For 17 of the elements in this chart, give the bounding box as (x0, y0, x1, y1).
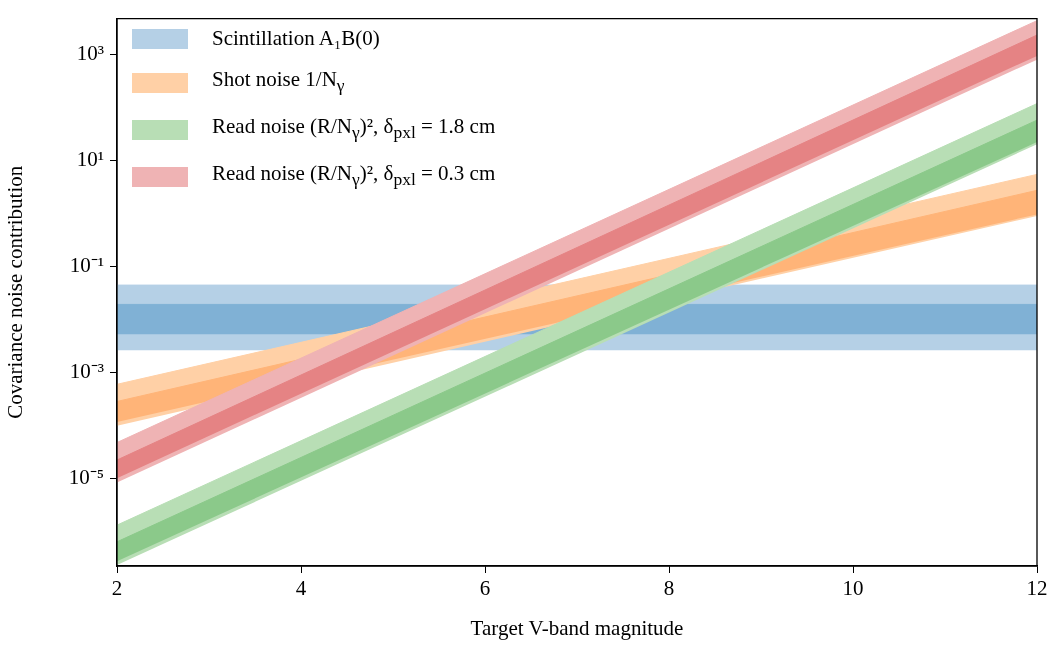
y-tick-label: 10³ (76, 40, 104, 65)
legend-label: Scintillation A₁B(0) (212, 25, 380, 52)
y-tick-label: 10⁻⁵ (68, 464, 104, 489)
x-tick-label: 12 (1026, 576, 1048, 601)
y-tick-label: 10⁻³ (69, 358, 104, 383)
legend-label: Shot noise 1/N$_{γ}$ (212, 66, 345, 98)
x-tick-label: 4 (295, 576, 307, 601)
x-tick-label: 6 (479, 576, 491, 601)
y-tick-label: 10⁻¹ (69, 252, 104, 277)
y-tick-label: 10¹ (76, 146, 104, 171)
legend-label: Read noise (R/N$_{γ}$)², δ$_{pxl}$ = 1.8 cm (212, 113, 496, 145)
x-axis-title: Target V-band magnitude (470, 615, 684, 640)
x-tick-label: 2 (111, 576, 123, 601)
y-axis-title: Covariance noise contribution (3, 165, 28, 419)
x-tick-label: 10 (842, 576, 864, 601)
x-tick-label: 8 (663, 576, 675, 601)
legend-label: Read noise (R/N$_{γ}$)², δ$_{pxl}$ = 0.3 cm (212, 160, 496, 192)
